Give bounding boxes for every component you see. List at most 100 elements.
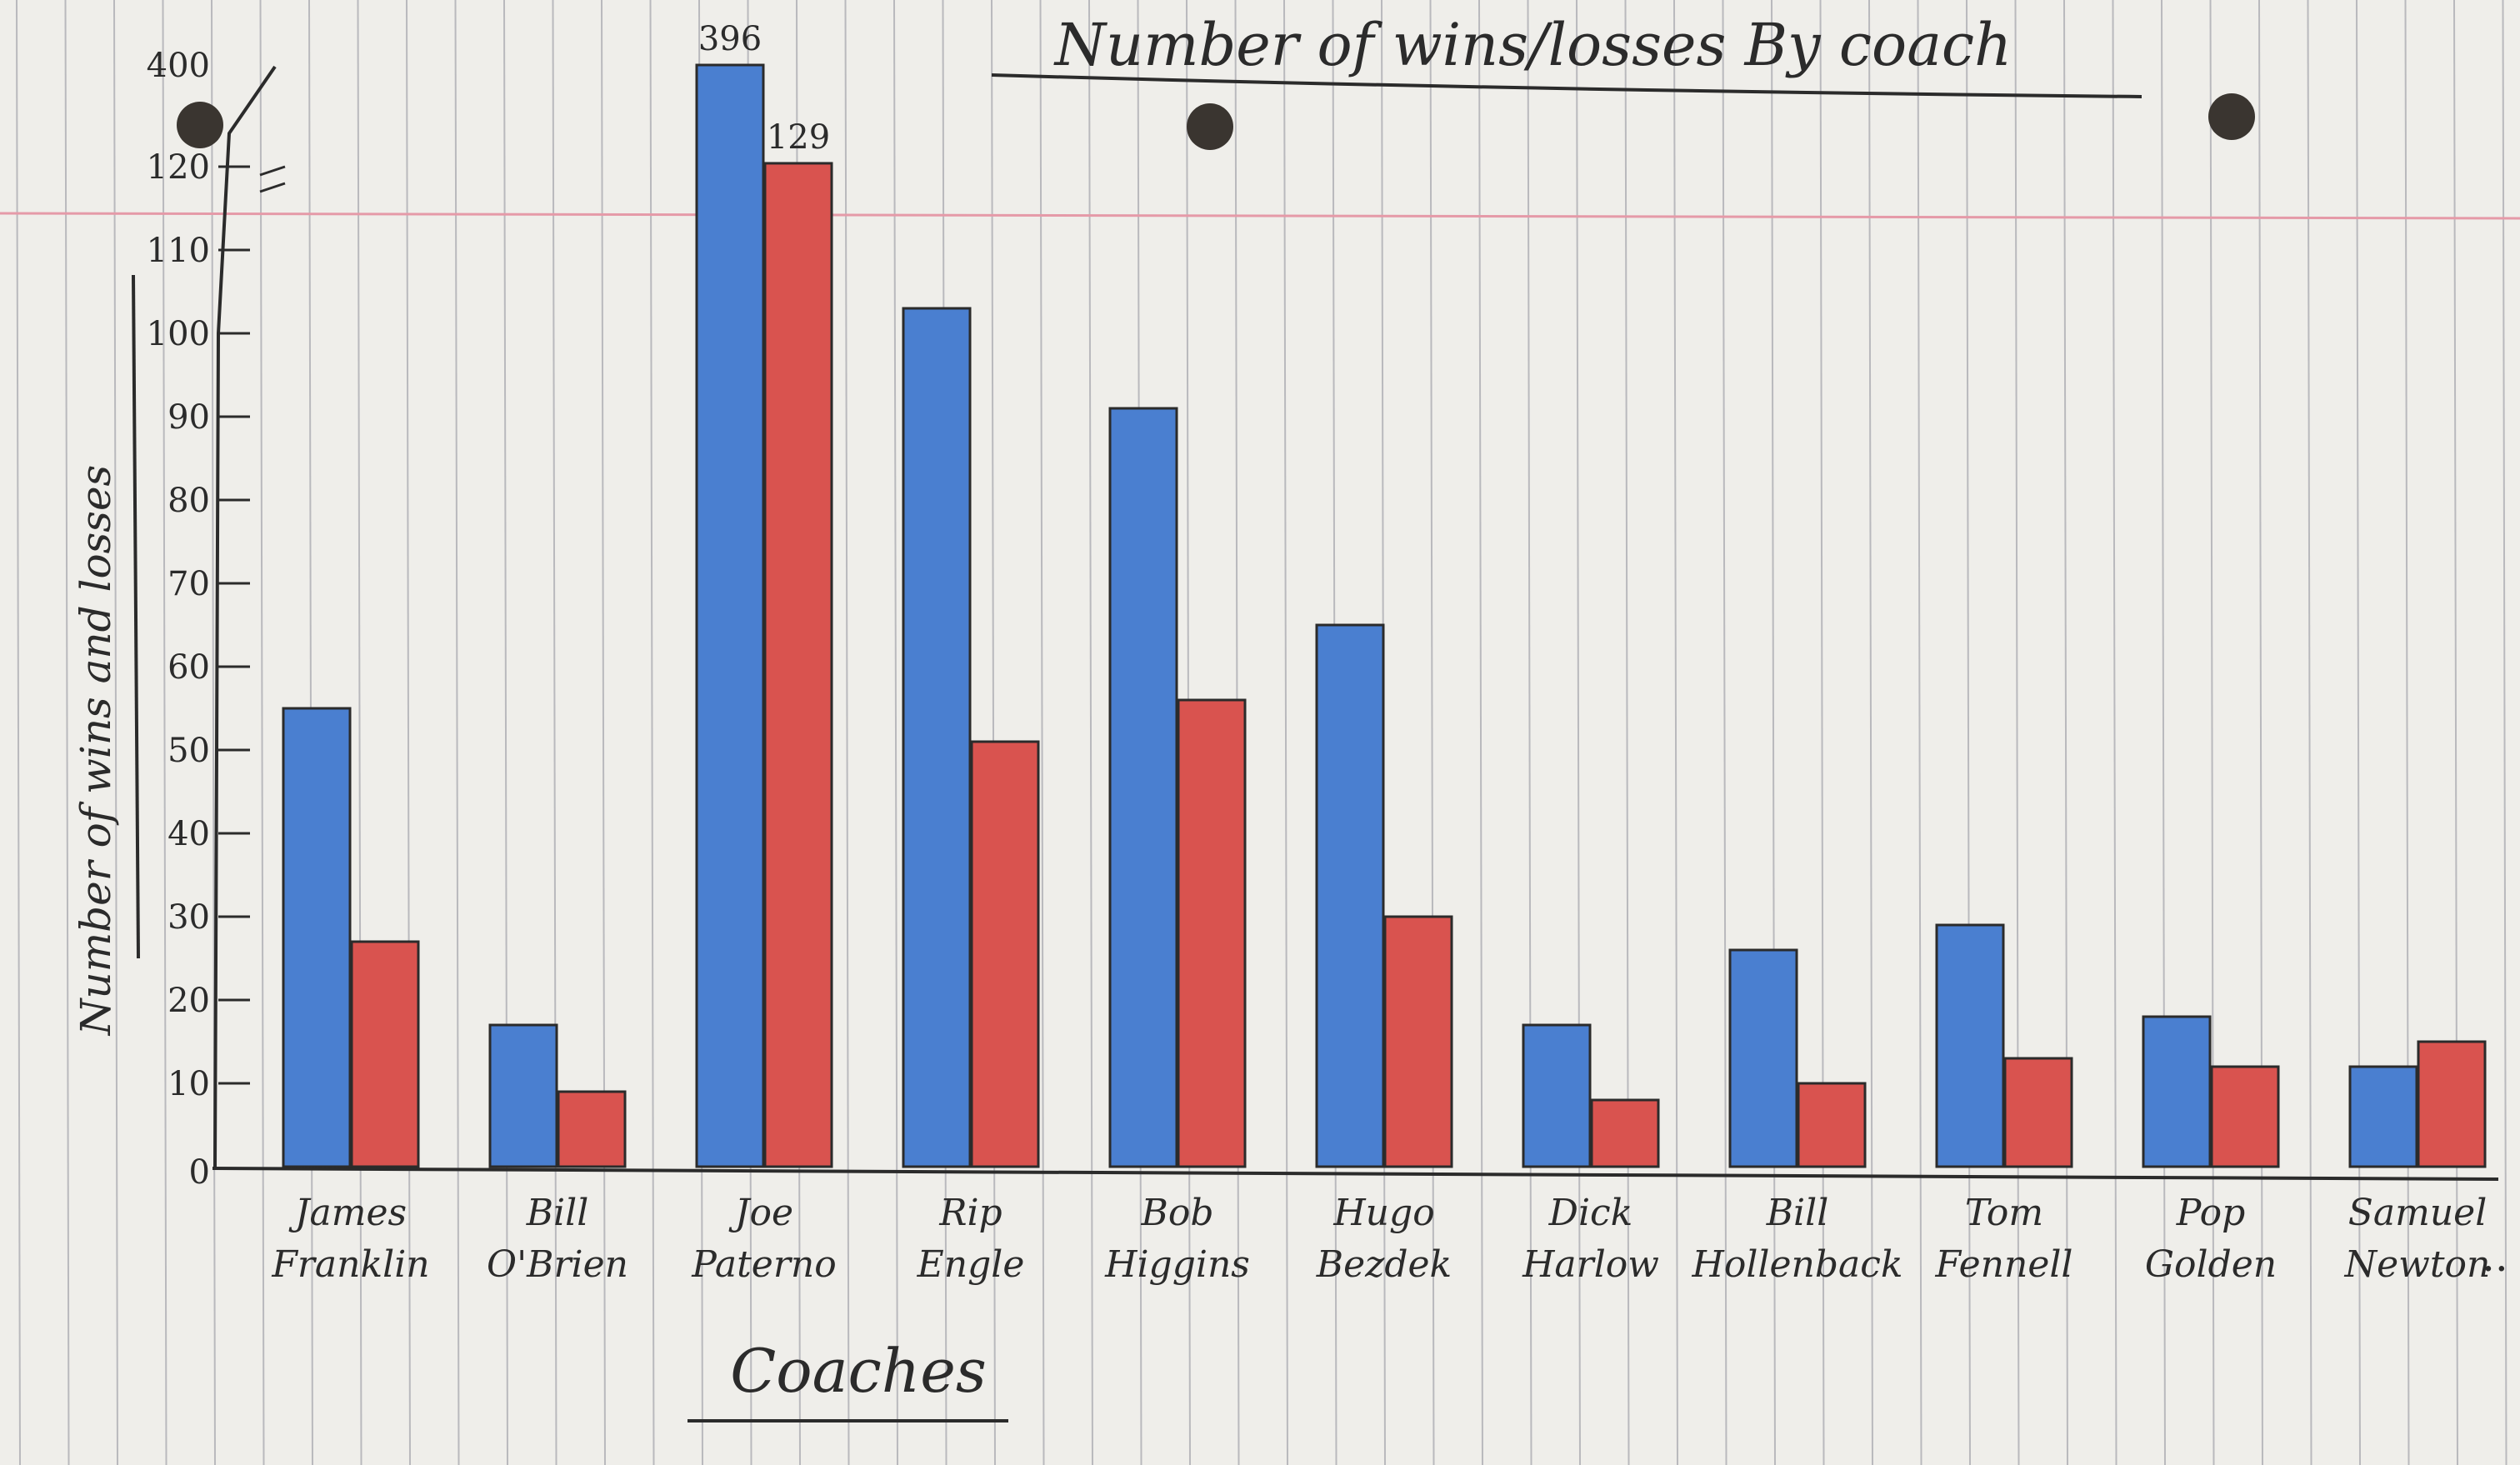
- bar-annotations: 396 129: [698, 20, 830, 157]
- x-tick-label: Bill: [526, 1192, 589, 1234]
- ruled-line: [2014, 0, 2020, 1465]
- ruled-line: [893, 0, 898, 1465]
- ruled-line: [2209, 0, 2215, 1465]
- y-tick-label: 100: [147, 315, 210, 353]
- ruled-line: [991, 0, 996, 1465]
- ruled-line: [259, 0, 265, 1465]
- y-tick-label: 30: [168, 898, 210, 937]
- axis-break-mark: [259, 165, 286, 193]
- y-tick-label: 80: [168, 482, 210, 520]
- y-ticks: 0 10 20 30 40 50 60 70 80 90 100 110 120 400: [147, 47, 250, 1192]
- ruled-line: [1917, 0, 1922, 1465]
- ruled-line: [649, 0, 655, 1465]
- x-tick-label: Fennell: [1934, 1243, 2072, 1286]
- ruled-line: [1966, 0, 1971, 1465]
- bar-series2-11: [2417, 1040, 2487, 1168]
- y-tick-label: 20: [168, 982, 210, 1020]
- ruled-line: [2453, 0, 2458, 1465]
- x-tick-label: Samuel: [2348, 1192, 2488, 1234]
- x-tick-label: Golden: [2145, 1243, 2277, 1286]
- x-tick-label: James: [288, 1192, 407, 1234]
- ruled-line: [1039, 0, 1045, 1465]
- bars: [282, 63, 2487, 1168]
- title-underline: [991, 73, 2142, 98]
- x-tick-label: O'Brien: [487, 1243, 628, 1286]
- ruled-line: [113, 0, 118, 1465]
- ruled-line: [2258, 0, 2263, 1465]
- bar-series1-6: [1315, 623, 1385, 1168]
- x-tick-label: Bezdek: [1316, 1243, 1452, 1286]
- y-tick-label: 110: [147, 232, 210, 270]
- bar-series2-1: [350, 940, 420, 1168]
- ruled-line: [2404, 0, 2410, 1465]
- bar-series2-9: [2003, 1057, 2073, 1168]
- y-axis: [213, 65, 277, 1169]
- bar-series2-10: [2210, 1065, 2280, 1168]
- ruled-line: [406, 0, 411, 1465]
- bar-series1-9: [1935, 923, 2005, 1168]
- y-tick-label: 50: [168, 732, 210, 770]
- bar-series2-3: [763, 162, 833, 1168]
- x-tick-label: Higgins: [1104, 1243, 1250, 1286]
- x-tick-label: Tom: [1965, 1192, 2043, 1234]
- x-axis: [212, 1167, 2499, 1181]
- bar-series1-11: [2348, 1065, 2418, 1168]
- bar-series2-2: [557, 1090, 627, 1168]
- bar-series2-5: [1177, 698, 1247, 1168]
- x-tick-label: Hollenback: [1691, 1243, 1902, 1286]
- y-tick-label: 60: [168, 648, 210, 687]
- ruled-line: [1673, 0, 1678, 1465]
- binder-hole: [1187, 103, 1233, 150]
- ruled-line: [2112, 0, 2118, 1465]
- ruled-line: [1283, 0, 1288, 1465]
- x-tick-label: Pop: [2176, 1192, 2245, 1234]
- y-tick-label: 10: [168, 1065, 210, 1103]
- x-tick-label: Joe: [728, 1192, 793, 1234]
- margin-line: [0, 212, 2520, 220]
- x-tick-label: Harlow: [1522, 1243, 1659, 1286]
- x-axis-label: Coaches: [730, 1336, 987, 1406]
- bar-series2-4: [970, 740, 1040, 1168]
- x-tick-labels: James Franklin Bill O'Brien Joe Paterno Rip Eng…: [271, 1192, 2490, 1286]
- ruled-line: [1868, 0, 1873, 1465]
- x-tick-label: Paterno: [691, 1243, 836, 1286]
- bar-annotation: 129: [767, 118, 830, 157]
- binder-hole: [177, 102, 223, 148]
- bar-series1-1: [282, 707, 352, 1168]
- ruled-line: [1429, 0, 1435, 1465]
- ruled-line: [1576, 0, 1581, 1465]
- x-tick-label: Newton: [2344, 1243, 2491, 1286]
- x-tick-label: Rip: [938, 1192, 1002, 1234]
- bar-series1-5: [1108, 407, 1178, 1168]
- ruled-line: [1722, 0, 1728, 1465]
- ruled-line: [64, 0, 70, 1465]
- ruled-line: [1478, 0, 1483, 1465]
- bar-series1-7: [1522, 1023, 1592, 1168]
- y-axis-label: Number of wins and losses: [72, 465, 120, 1036]
- x-tick-label: Hugo: [1332, 1192, 1434, 1234]
- bar-series1-3: [695, 63, 765, 1168]
- ruled-line: [211, 0, 216, 1465]
- x-tick-label: Franklin: [271, 1243, 429, 1286]
- ruled-line: [357, 0, 362, 1465]
- bar-series1-10: [2142, 1015, 2212, 1168]
- y-tick-label: 70: [168, 565, 210, 603]
- x-tick-label: Engle: [917, 1243, 1025, 1286]
- bar-series2-6: [1383, 915, 1453, 1168]
- bar-annotation: 396: [698, 20, 762, 58]
- chart-title: Number of wins/losses By coach: [1053, 11, 2012, 79]
- ruled-line: [552, 0, 558, 1465]
- bar-series1-2: [488, 1023, 558, 1168]
- x-tick-label: Bob: [1141, 1192, 1214, 1234]
- ruled-line: [601, 0, 606, 1465]
- y-tick-label: 90: [168, 398, 210, 437]
- ruled-line: [2161, 0, 2166, 1465]
- ruled-lines: [16, 0, 2508, 1465]
- y-tick-label: 0: [189, 1153, 210, 1192]
- ruled-line: [16, 0, 21, 1465]
- ruled-line: [1624, 0, 1630, 1465]
- ruled-line: [162, 0, 168, 1465]
- bar-series1-4: [902, 307, 972, 1168]
